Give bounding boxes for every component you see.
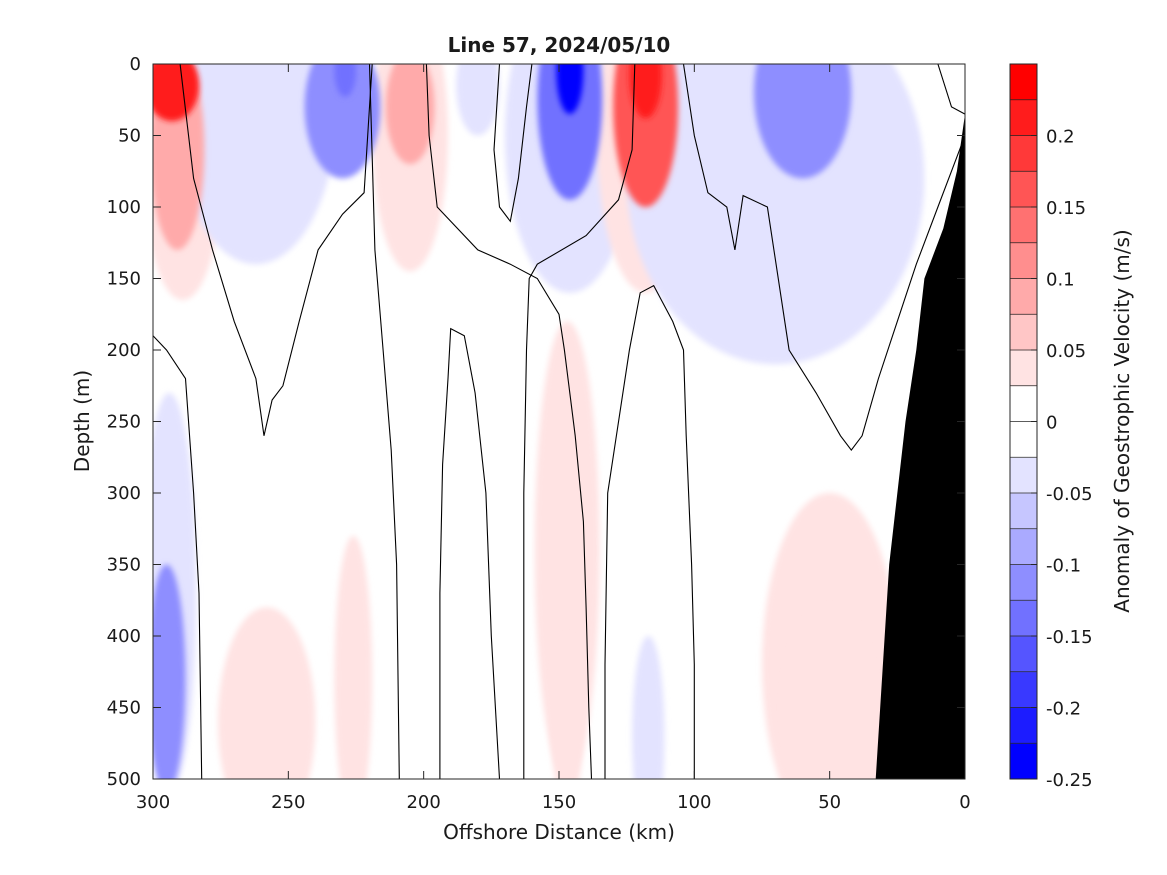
zero-contour-lines	[153, 64, 965, 779]
colorbar-label: Anomaly of Geostrophic Velocity (m/s)	[1110, 229, 1134, 612]
x-tick-label: 50	[818, 792, 841, 813]
positive-anomaly-region	[629, 64, 662, 119]
colorbar-swatch	[1010, 64, 1037, 101]
colorbar-swatch	[1010, 421, 1037, 458]
plot-area	[152, 63, 966, 780]
colorbar-swatch	[1010, 207, 1037, 244]
positive-anomaly-region	[217, 607, 316, 779]
colorbar-tick-label: -0.15	[1046, 627, 1093, 648]
colorbar-swatch	[1010, 671, 1037, 708]
zero-contour	[439, 327, 501, 779]
negative-anomaly-region	[753, 64, 852, 179]
colorbar-tick-label: -0.05	[1046, 484, 1093, 505]
colorbar-swatch	[1010, 457, 1037, 494]
y-tick-label: 100	[107, 197, 141, 218]
negative-anomaly-region	[456, 64, 500, 136]
seafloor-terrain	[875, 114, 965, 779]
zero-contour	[682, 64, 965, 452]
zero-contour	[523, 64, 636, 779]
colorbar-swatch	[1010, 171, 1037, 208]
x-axis: 300 250 200 150 100 50 0	[136, 64, 971, 813]
colorbar-tick-label: 0.2	[1046, 127, 1075, 148]
colorbar-swatch	[1010, 385, 1037, 422]
colorbar-tick-label: 0.15	[1046, 198, 1086, 219]
y-tick-label: 150	[107, 269, 141, 290]
colorbar-swatch	[1010, 493, 1037, 530]
colorbar-tick-label: 0	[1046, 413, 1057, 434]
negative-anomaly-region	[153, 564, 186, 779]
colorbar-swatch	[1010, 707, 1037, 744]
positive-anomaly-region	[334, 535, 373, 779]
y-tick-label: 400	[107, 626, 141, 647]
colorbar-swatch	[1010, 135, 1037, 172]
positive-anomaly-region	[613, 64, 679, 207]
zero-contour	[425, 64, 593, 779]
x-tick-label: 150	[542, 792, 576, 813]
colorbar-swatch	[1010, 600, 1037, 637]
negative-anomaly-region	[632, 636, 665, 779]
colorbar-swatch	[1010, 636, 1037, 673]
zero-contour	[493, 64, 533, 223]
zero-contour	[937, 64, 965, 115]
positive-anomaly-region	[385, 64, 435, 165]
colorbar-swatch	[1010, 743, 1037, 780]
x-tick-label: 300	[136, 792, 170, 813]
y-tick-label: 500	[107, 769, 141, 790]
x-tick-label: 100	[677, 792, 711, 813]
positive-anomaly-region	[783, 607, 876, 779]
colorbar-tick-label: -0.25	[1046, 770, 1093, 791]
colorbar-tick-label: 0.05	[1046, 341, 1086, 362]
zero-contour	[604, 284, 695, 779]
y-tick-label: 300	[107, 483, 141, 504]
colorbar-swatch	[1010, 278, 1037, 315]
x-tick-label: 250	[271, 792, 305, 813]
negative-anomaly-region	[537, 64, 603, 200]
positive-anomaly-region	[550, 636, 584, 779]
positive-anomaly-region	[534, 321, 600, 779]
y-axis-label: Depth (m)	[70, 370, 94, 472]
negative-anomaly-region	[304, 64, 381, 179]
negative-anomaly-region	[556, 64, 584, 115]
colorbar-swatch	[1010, 564, 1037, 601]
zero-contour	[179, 64, 373, 436]
negative-anomaly-region	[626, 64, 925, 365]
negative-anomaly-region	[174, 64, 338, 265]
zero-contour	[153, 335, 203, 779]
colorbar-swatch	[1010, 528, 1037, 565]
negative-anomaly-region	[334, 64, 356, 97]
colorbar-swatch	[1010, 99, 1037, 136]
velocity-anomaly-field	[153, 64, 925, 779]
zero-contour	[368, 64, 400, 779]
y-tick-label: 50	[118, 126, 141, 147]
colorbar-swatch	[1010, 242, 1037, 279]
positive-anomaly-region	[153, 64, 200, 122]
colorbar-tick-label: -0.2	[1046, 699, 1081, 720]
colorbar-tick-label: -0.1	[1046, 556, 1081, 577]
y-tick-label: 0	[130, 54, 141, 75]
x-axis-label: Offshore Distance (km)	[443, 820, 675, 844]
x-tick-label: 200	[406, 792, 440, 813]
colorbar-swatch	[1010, 350, 1037, 387]
seafloor-polygon	[875, 114, 965, 779]
colorbar-swatch	[1010, 314, 1037, 351]
y-tick-label: 350	[107, 555, 141, 576]
colorbar: 0.2 0.15 0.1 0.05 0 -0.05 -0.1 -0.15 -0.2 -0.25	[1009, 63, 1093, 791]
y-tick-label: 200	[107, 340, 141, 361]
x-tick-label: 0	[959, 792, 970, 813]
y-axis: 0 50 100 150 200 250 300 350 400 450 500	[107, 54, 965, 790]
y-tick-label: 250	[107, 412, 141, 433]
chart-title: Line 57, 2024/05/10	[448, 33, 671, 57]
y-tick-label: 450	[107, 698, 141, 719]
colorbar-tick-label: 0.1	[1046, 270, 1075, 291]
